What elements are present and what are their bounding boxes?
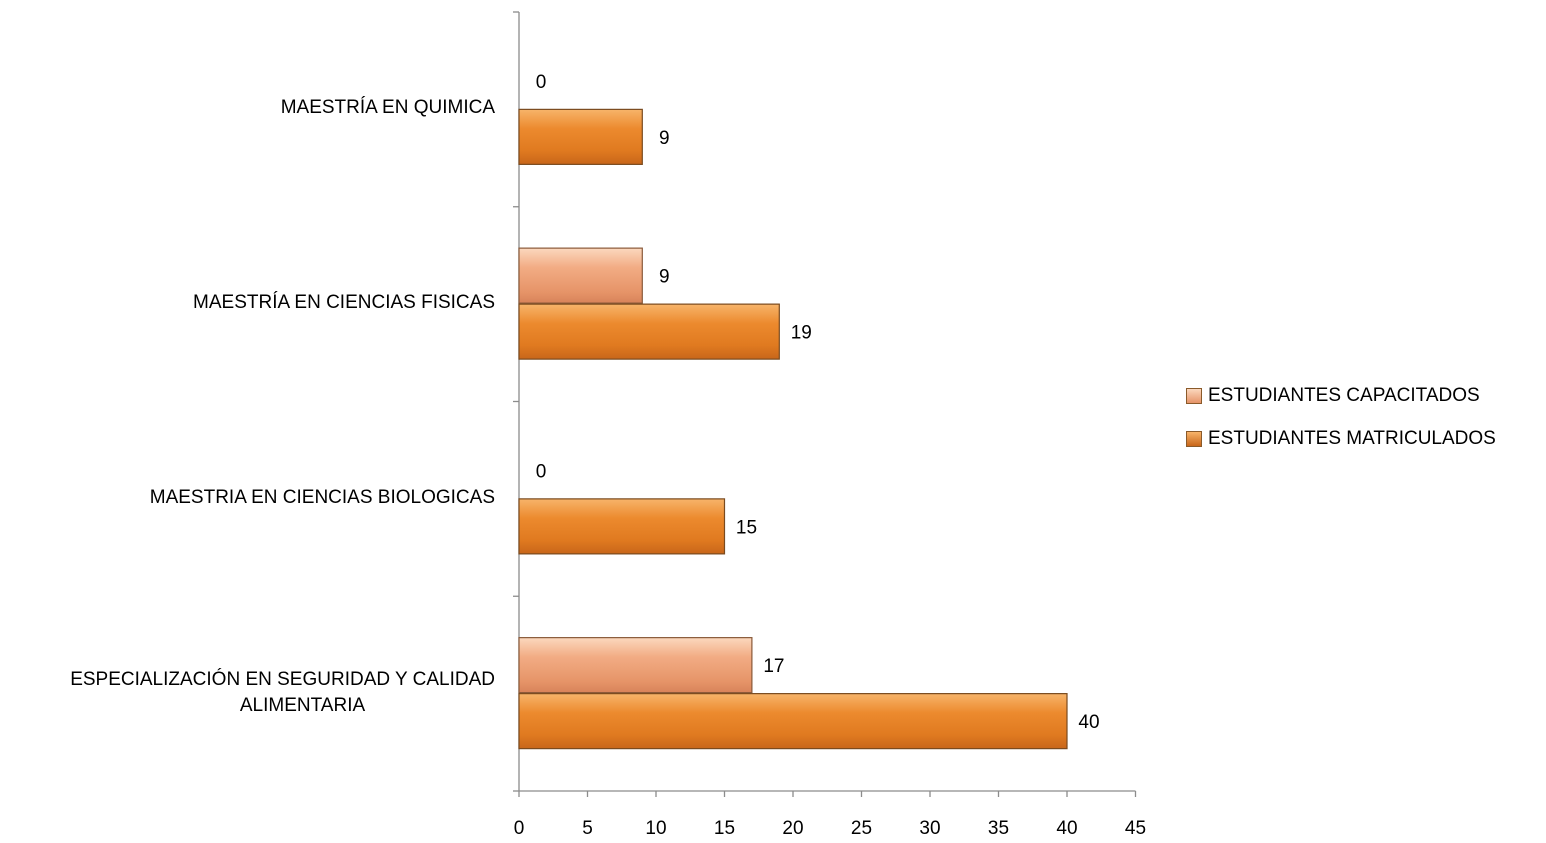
legend-swatch-capacitados [1186,388,1202,404]
bar-capacitados [518,637,753,694]
x-tick-label: 5 [582,818,593,838]
bar-capacitados [518,247,643,304]
legend: ESTUDIANTES CAPACITADOS ESTUDIANTES MATR… [1186,382,1496,468]
bars-group [518,108,1068,750]
x-tick-label: 20 [782,818,803,838]
legend-label-capacitados: ESTUDIANTES CAPACITADOS [1208,385,1480,406]
category-label-line: ESPECIALIZACIÓN EN SEGURIDAD Y CALIDAD [70,668,495,690]
data-label-capacitados: 9 [659,267,670,288]
category-label-line: ALIMENTARIA [239,694,366,716]
category-label-line: MAESTRIA EN CIENCIAS BIOLOGICAS [149,486,495,508]
legend-swatch-matriculados [1186,431,1202,447]
x-tick-label: 45 [1125,818,1146,838]
x-tick-label: 25 [851,818,872,838]
x-tick-label: 35 [988,818,1009,838]
category-label-line: MAESTRÍA EN QUIMICA [280,97,495,119]
legend-label-matriculados: ESTUDIANTES MATRICULADOS [1208,428,1496,449]
category-label: ESPECIALIZACIÓN EN SEGURIDAD Y CALIDAD AL… [0,667,495,719]
data-label-matriculados: 40 [1078,712,1099,733]
category-label: MAESTRÍA EN QUIMICA [0,95,495,121]
legend-item-matriculados: ESTUDIANTES MATRICULADOS [1186,425,1496,453]
x-tick-label: 40 [1056,818,1077,838]
data-label-matriculados: 19 [791,323,812,344]
legend-item-capacitados: ESTUDIANTES CAPACITADOS [1186,382,1496,410]
x-tick-label: 15 [714,818,735,838]
bar-matriculados [518,693,1068,750]
bar-matriculados [518,303,780,360]
x-tick-label: 10 [645,818,666,838]
data-label-matriculados: 9 [659,128,670,149]
category-label-line: MAESTRÍA EN CIENCIAS FISICAS [193,292,495,314]
data-label-capacitados: 0 [536,72,547,93]
data-label-capacitados: 0 [536,461,547,482]
x-tick-label: 0 [514,818,525,838]
bar-matriculados [518,498,726,555]
data-labels-group: 17 40 0 15 9 19 0 9 [536,72,1100,733]
data-label-matriculados: 15 [736,517,757,538]
category-label: MAESTRIA EN CIENCIAS BIOLOGICAS [0,485,495,511]
category-label: MAESTRÍA EN CIENCIAS FISICAS [0,290,495,316]
x-tick-label: 30 [919,818,940,838]
axes: 0 5 10 15 20 25 30 35 40 45 [513,11,1146,839]
bar-matriculados [518,108,643,165]
data-label-capacitados: 17 [763,656,784,677]
